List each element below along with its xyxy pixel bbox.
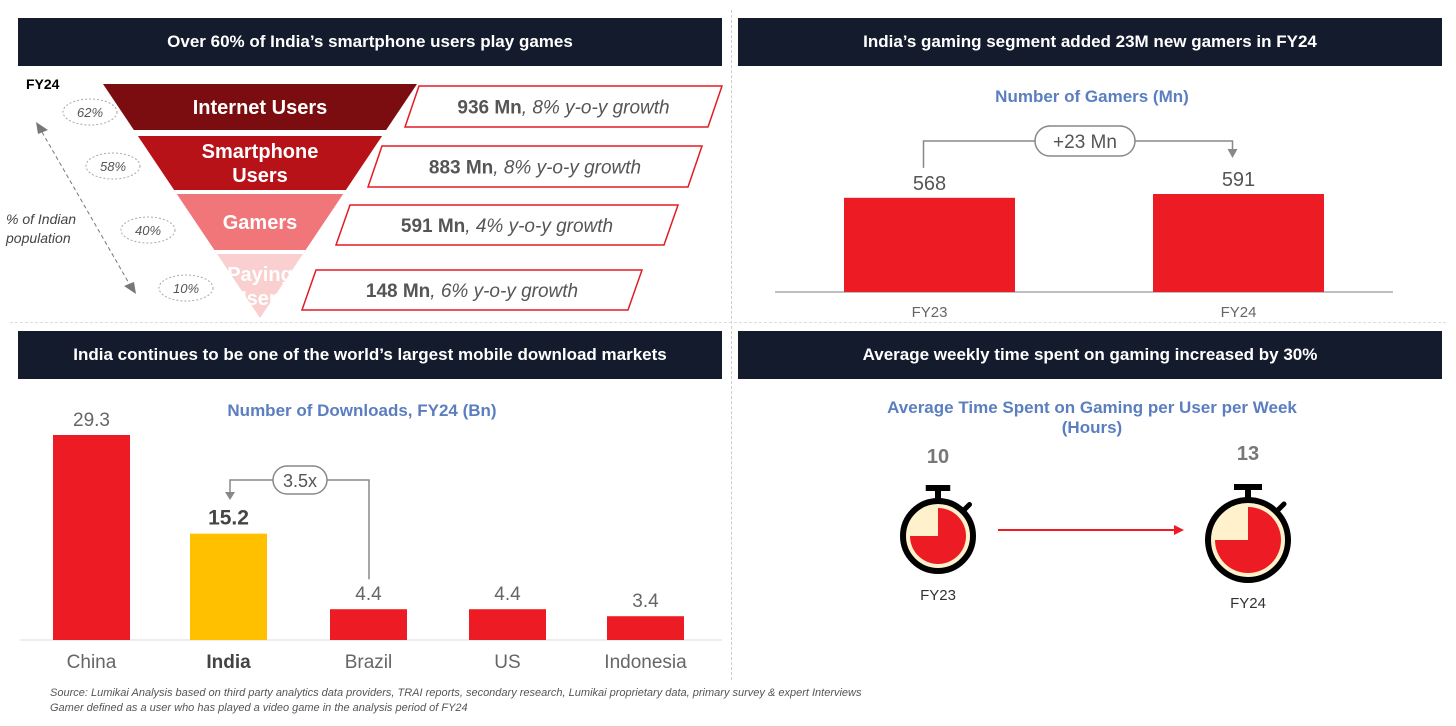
value-box — [366, 145, 704, 188]
pct-label: 58% — [100, 159, 126, 174]
arrow-down-icon — [124, 282, 136, 294]
funnel-label: Users — [232, 288, 288, 310]
annotation-pill — [1034, 125, 1136, 157]
value-text: 883 Mn, 8% y-o-y growth — [429, 158, 641, 179]
funnel-segment — [137, 136, 383, 190]
category-label: Brazil — [345, 652, 393, 673]
funnel-label: Internet Users — [193, 97, 328, 119]
annotation-label: +23 Mn — [1053, 132, 1117, 153]
downloads-chart-title: Number of Downloads, FY24 (Bn) — [227, 401, 497, 420]
value-box — [334, 204, 680, 246]
annotation-label: 3.5x — [283, 471, 317, 491]
stopwatch-icon — [1205, 484, 1291, 583]
annotation-pill — [272, 465, 328, 495]
funnel-label: Users — [232, 165, 288, 187]
value-box — [403, 85, 724, 128]
time-value-label: 10 — [927, 446, 949, 468]
category-label: India — [206, 652, 251, 673]
category-label: FY23 — [912, 304, 948, 321]
downloads-chart: 29.3 China 15.2 India 4.4 Brazil 4.4 US 3.4 Indon… — [20, 410, 722, 673]
value-box — [300, 269, 644, 311]
pct-oval — [62, 98, 118, 126]
footer-source: Source: Lumikai Analysis based on third … — [50, 687, 862, 699]
bar-indonesia — [607, 616, 684, 640]
bar-china — [53, 435, 130, 640]
stopwatch-icon — [900, 485, 976, 574]
dashed-axis-line — [41, 131, 131, 286]
horizontal-divider — [10, 322, 1446, 323]
bar-us — [469, 609, 546, 640]
pct-label: 40% — [135, 223, 161, 238]
bar-value-label: 591 — [1222, 169, 1255, 191]
bar-value-label: 3.4 — [632, 591, 659, 612]
header-top-left: Over 60% of India’s smartphone users pla… — [18, 18, 722, 66]
pct-oval — [158, 274, 214, 302]
bar-fy24 — [1153, 194, 1324, 292]
vertical-divider — [731, 10, 732, 680]
category-label: Indonesia — [604, 652, 687, 673]
funnel-diagram: Internet Users 936 Mn, 8% y-o-y growth 62%… — [36, 84, 724, 318]
funnel-segment — [103, 84, 417, 130]
header-bottom-right: Average weekly time spent on gaming incr… — [738, 331, 1442, 379]
time-chart: 10 FY23 13 FY24 — [900, 443, 1291, 612]
bar-value-label: 29.3 — [73, 410, 110, 431]
funnel-label: Paying — [227, 264, 293, 286]
pct-label: 10% — [173, 281, 199, 296]
time-value-label: 13 — [1237, 443, 1259, 465]
pct-oval — [120, 216, 176, 244]
arrow-up-icon — [36, 122, 48, 134]
category-label: US — [494, 652, 520, 673]
pct-oval — [85, 152, 141, 180]
category-label: China — [67, 652, 117, 673]
funnel-label: Smartphone — [202, 141, 319, 163]
header-bottom-left: India continues to be one of the world’s… — [18, 331, 722, 379]
funnel-segment — [176, 194, 344, 250]
footer-note: Gamer defined as a user who has played a… — [50, 702, 468, 714]
value-text: 148 Mn, 6% y-o-y growth — [366, 281, 578, 302]
bar-value-label: 4.4 — [494, 584, 521, 605]
time-chart-title: Average Time Spent on Gaming per User pe… — [887, 398, 1297, 437]
category-label: FY24 — [1230, 595, 1266, 612]
bar-brazil — [330, 609, 407, 640]
funnel-segment — [217, 254, 303, 318]
category-label: FY24 — [1221, 304, 1257, 321]
gamers-chart: 568 FY23 591 FY24 +23 Mn — [775, 125, 1393, 321]
arrow-down-icon — [225, 492, 235, 500]
bar-fy23 — [844, 197, 1015, 292]
arrow-right-icon — [1174, 525, 1184, 535]
value-text: 591 Mn, 4% y-o-y growth — [401, 216, 613, 237]
category-label: FY23 — [920, 587, 956, 604]
bar-value-label: 15.2 — [208, 507, 249, 530]
arrow-down-icon — [1227, 149, 1238, 158]
pct-label: 62% — [77, 105, 103, 120]
bar-india — [190, 533, 267, 640]
population-axis-label: % of Indian population — [6, 211, 77, 246]
value-text: 936 Mn, 8% y-o-y growth — [457, 98, 669, 119]
funnel-label: Gamers — [223, 212, 298, 234]
gamers-chart-title: Number of Gamers (Mn) — [995, 87, 1189, 106]
bar-value-label: 568 — [913, 173, 946, 195]
bar-value-label: 4.4 — [355, 584, 382, 605]
header-top-right: India’s gaming segment added 23M new gam… — [738, 18, 1442, 66]
year-label: FY24 — [26, 76, 60, 92]
